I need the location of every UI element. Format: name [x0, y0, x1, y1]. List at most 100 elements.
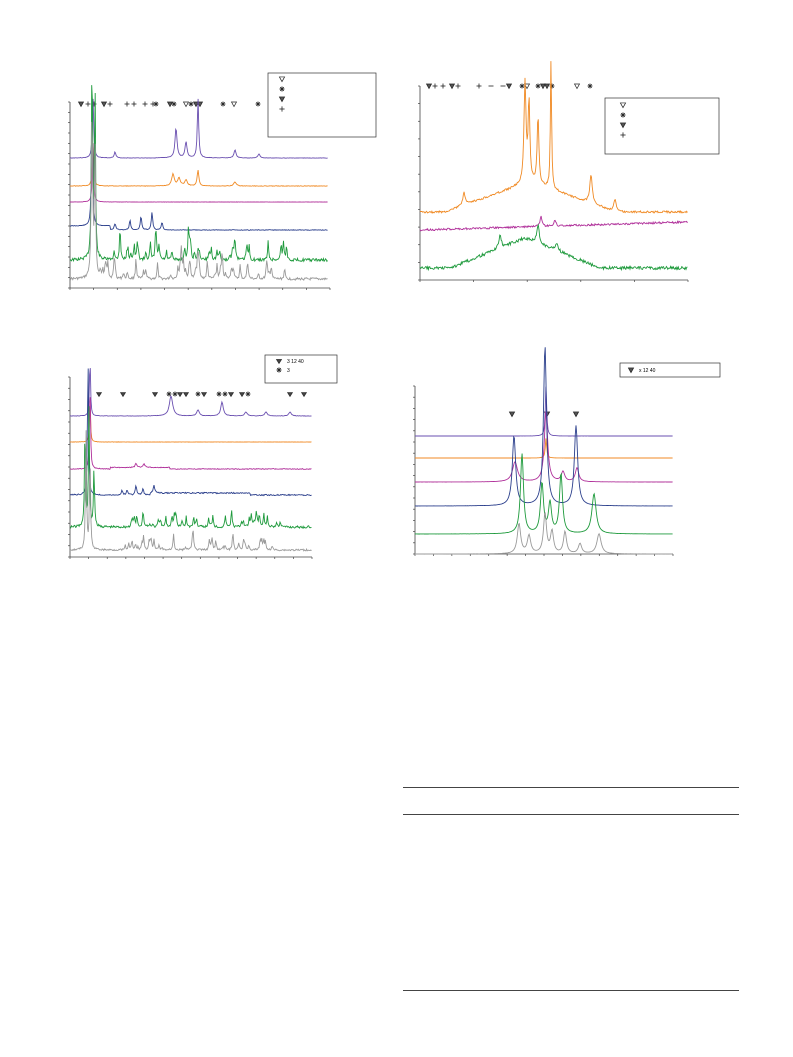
series-line [69, 124, 328, 231]
triangle-down-marker [230, 101, 238, 108]
triangle-down-filled-marker [166, 101, 174, 108]
plus-marker [440, 83, 446, 89]
asterisk-marker [216, 391, 222, 397]
asterisk-marker [172, 391, 178, 397]
triangle-down-filled-marker [505, 83, 513, 90]
diamond-filled-marker [275, 359, 283, 365]
series-line [415, 411, 673, 483]
plus-marker [107, 101, 113, 107]
series-line [69, 430, 312, 552]
asterisk-marker [220, 101, 226, 107]
diamond-filled-marker [95, 392, 103, 398]
triangle-down-marker [278, 76, 286, 83]
diamond-filled-marker [200, 392, 208, 398]
triangle-down-filled-marker [539, 83, 547, 90]
plus-marker [455, 83, 461, 89]
triangle-down-marker [523, 83, 531, 90]
peak-marker-row [77, 101, 261, 108]
series-line [419, 215, 688, 232]
series-line [69, 143, 328, 203]
spectra-series [69, 368, 312, 552]
asterisk-marker [222, 391, 228, 397]
diamond-filled-marker [300, 392, 308, 398]
chart-top-left [68, 72, 377, 290]
plus-marker [85, 101, 91, 107]
asterisk-marker [276, 367, 282, 373]
series-line [69, 146, 328, 187]
triangle-down-filled-marker [448, 83, 456, 90]
plus-marker [279, 106, 285, 112]
triangle-down-filled-marker [619, 122, 627, 129]
peak-marker-row [95, 391, 308, 398]
triangle-down-filled-marker [278, 96, 286, 103]
series-line [69, 406, 312, 530]
asterisk-marker [587, 83, 593, 89]
triangle-down-marker [573, 83, 581, 90]
diamond-filled-marker [238, 392, 246, 398]
spectra-series [414, 347, 673, 555]
triangle-down-filled-marker [196, 101, 204, 108]
legend-label: 3 12 40 [287, 359, 304, 365]
series-line [69, 121, 328, 282]
asterisk-marker [519, 83, 525, 89]
triangle-down-filled-marker [192, 101, 200, 108]
chart-axes [418, 85, 689, 282]
triangle-down-filled-marker [508, 411, 516, 418]
triangle-down-marker [182, 101, 190, 108]
series-line [419, 223, 688, 272]
series-line [415, 386, 673, 437]
diamond-filled-marker [176, 392, 184, 398]
peak-marker-row [425, 83, 593, 90]
diamond-filled-marker [182, 392, 190, 398]
series-line [415, 347, 673, 507]
diamond-filled-marker [151, 392, 159, 398]
asterisk-marker [279, 86, 285, 92]
asterisk-marker [195, 391, 201, 397]
series-line [69, 397, 312, 470]
legend-box [267, 72, 377, 138]
triangle-down-marker [619, 102, 627, 109]
triangle-down-filled-marker [572, 411, 580, 418]
plus-marker [620, 132, 626, 138]
plus-marker [476, 83, 482, 89]
spectra-series [69, 85, 328, 282]
table-bottom-rule [403, 990, 739, 991]
legend-box [604, 97, 720, 155]
plus-marker [124, 101, 130, 107]
chart-top-right [418, 61, 720, 282]
legend-box: x 12 40 [619, 362, 721, 378]
triangle-down-filled-marker [627, 367, 635, 374]
diamond-filled-marker [227, 392, 235, 398]
asterisk-marker [166, 391, 172, 397]
series-line [414, 453, 673, 535]
triangle-down-filled-marker [543, 83, 551, 90]
diamond-filled-marker [119, 392, 127, 398]
asterisk-marker [245, 391, 251, 397]
table-header-rule [403, 814, 739, 815]
triangle-down-filled-marker [100, 101, 108, 108]
asterisk-marker [535, 83, 541, 89]
chart-axes [68, 101, 331, 290]
plus-marker [142, 101, 148, 107]
chart-bottom-left: 3 12 40 3 [68, 354, 338, 559]
series-line [69, 85, 328, 263]
asterisk-marker [153, 101, 159, 107]
series-line [419, 61, 688, 214]
series-line [69, 368, 312, 497]
asterisk-marker [188, 101, 194, 107]
series-line [415, 512, 673, 555]
diamond-filled-marker [286, 392, 294, 398]
spectra-series [419, 61, 688, 272]
peak-marker-row [508, 411, 580, 418]
asterisk-marker [620, 112, 626, 118]
table-top-rule [403, 787, 739, 788]
legend-label: 3 [287, 368, 290, 374]
triangle-down-filled-marker [77, 101, 85, 108]
asterisk-marker [255, 101, 261, 107]
chart-bottom-right: x 12 40 [413, 347, 721, 556]
legend-label: x 12 40 [639, 368, 656, 374]
legend-box: 3 12 40 3 [264, 354, 338, 384]
series-line [69, 409, 312, 443]
plus-marker [432, 83, 438, 89]
series-line [69, 368, 312, 417]
